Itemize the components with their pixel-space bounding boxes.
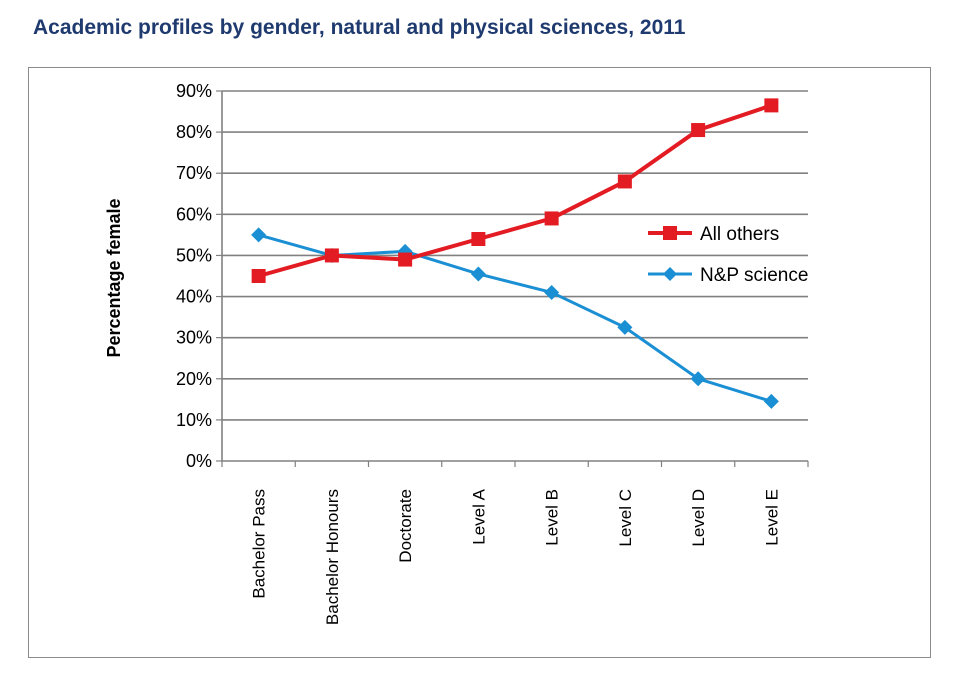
data-point-n-p-science [690,371,706,387]
data-point-n-p-science [544,284,560,300]
data-point-n-p-science [397,243,413,259]
data-point-all-others [324,248,339,263]
data-point-n-p-science [763,393,779,409]
data-point-n-p-science [470,266,486,282]
y-tick-label: 70% [176,163,212,183]
x-tick-label: Level E [762,489,781,546]
y-tick-label: 60% [176,204,212,224]
x-tick-label: Level D [689,489,708,547]
legend: All others N&P science [648,224,808,286]
x-tick-label: Level A [469,488,488,544]
data-point-all-others [398,252,413,267]
y-tick-label: 90% [176,81,212,101]
x-tick-label: Doctorate [396,489,415,563]
y-axis-label: Percentage female [104,198,124,357]
data-point-all-others [617,174,632,189]
legend-label-all-others: All others [700,224,779,245]
data-point-n-p-science [617,319,633,335]
data-point-all-others [764,98,779,113]
y-tick-label: 50% [176,245,212,265]
chart-frame [28,67,931,658]
y-tick-label: 80% [176,122,212,142]
data-point-all-others [471,232,486,246]
y-tick-label: 30% [176,328,212,348]
data-point-n-p-science [251,227,267,243]
y-tick-label: 0% [186,451,212,471]
data-point-all-others [544,211,559,226]
y-tick-label: 10% [176,410,212,430]
series-group [251,98,779,409]
data-point-all-others [691,123,706,138]
y-axis-ticks: 0% 10% 20% 30% 40% 50% 60% 70% 80% 90% [176,81,222,471]
chart-title: Academic profiles by gender, natural and… [33,16,686,39]
x-axis-ticks: Bachelor Pass Bachelor Honours Doctorate Le… [221,461,809,625]
x-tick-label: Bachelor Pass [250,489,269,599]
gridlines [222,90,808,421]
data-point-all-others [251,269,266,283]
y-tick-label: 40% [176,287,212,307]
series-line-all-others [258,103,773,278]
x-tick-label: Level B [543,489,562,546]
x-tick-label: Bachelor Honours [323,489,342,625]
legend-label-n-p-science: N&P science [700,265,808,286]
legend-marker-n-p-science [663,267,677,281]
x-tick-label: Level C [616,489,635,547]
y-tick-label: 20% [176,369,212,389]
legend-marker-all-others [663,226,677,240]
